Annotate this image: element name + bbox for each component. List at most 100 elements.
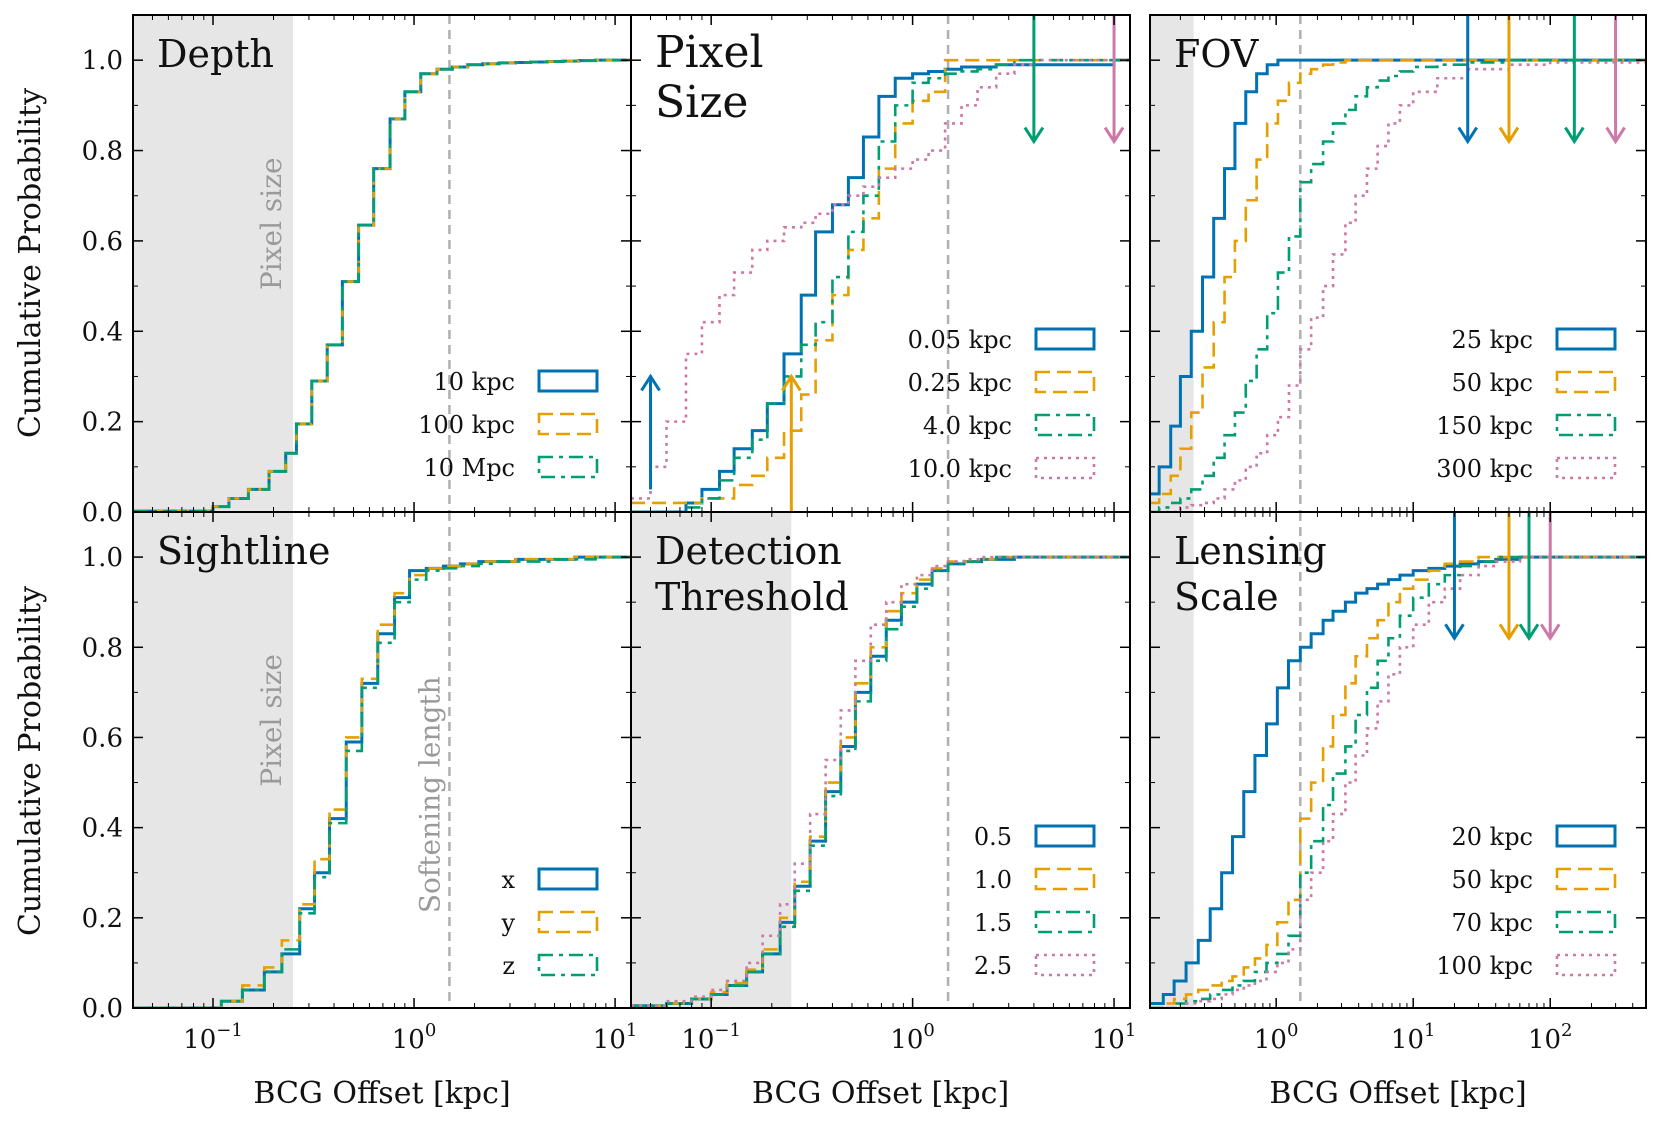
plot-area: [1150, 15, 1646, 512]
x-tick-base: 10: [1391, 1025, 1424, 1055]
x-tick-label: 101: [1391, 1020, 1436, 1055]
y-tick-label: 0.4: [82, 317, 123, 347]
series-line-green: [1150, 58, 1646, 512]
panel-title: Sightline: [157, 529, 331, 573]
series-line-orange: [1150, 58, 1646, 505]
legend-swatch-green: [1555, 910, 1617, 934]
arrow-head-pink: [1103, 126, 1125, 145]
legend-swatch-pink: [1034, 953, 1096, 977]
legend-label: 50 kpc: [1451, 369, 1533, 397]
x-tick-label: 10−1: [183, 1020, 243, 1055]
legend-label: 50 kpc: [1451, 866, 1533, 894]
y-tick-label: 0.6: [82, 227, 123, 257]
legend-label: x: [501, 866, 515, 894]
x-axis-label: BCG Offset [kpc]: [253, 1076, 510, 1111]
arrow-head-pink: [1539, 623, 1561, 642]
x-tick-label: 102: [1528, 1020, 1573, 1055]
legend-swatch-orange: [1034, 867, 1096, 891]
y-tick-label: 0.8: [82, 633, 123, 663]
panel-title: Scale: [1174, 575, 1279, 619]
x-tick-label: 100: [890, 1020, 935, 1055]
legend-label: 0.25 kpc: [908, 369, 1012, 397]
arrow-head-pink: [1605, 126, 1626, 145]
x-tick-exp: 0: [923, 1020, 934, 1041]
arrow-head-blue: [1444, 623, 1465, 642]
x-tick-exp: 1: [1125, 1020, 1136, 1041]
x-tick-base: 10: [1254, 1025, 1287, 1055]
pixel-size-label: Pixel size: [255, 157, 288, 290]
legend-swatch-pink: [1034, 456, 1096, 480]
legend-label: 0.5: [974, 823, 1012, 851]
legend-label: 100 kpc: [1436, 952, 1533, 980]
legend-label: 1.0: [974, 866, 1012, 894]
panel-frame: [630, 511, 1131, 1009]
y-tick-label: 0.6: [82, 723, 123, 753]
legend-label: 10 kpc: [433, 368, 515, 396]
panel-fov: FOV 25 kpc 50 kpc 150 kpc 300 kpc: [1149, 14, 1647, 513]
x-tick-label: 100: [392, 1020, 437, 1055]
arrow-head-blue: [1457, 126, 1478, 145]
x-tick-label: 101: [1092, 1020, 1137, 1055]
panel-title: Depth: [157, 32, 274, 76]
y-tick-label: 0.4: [82, 814, 123, 844]
x-tick-exp: 1: [1424, 1020, 1435, 1041]
plot-area: [1150, 512, 1646, 1008]
plot-area: [133, 15, 631, 512]
series-line-orange: [631, 58, 1130, 505]
legend-label: 25 kpc: [1451, 326, 1533, 354]
x-tick-label: 100: [1254, 1020, 1299, 1055]
legend-swatch-orange: [1034, 370, 1096, 394]
x-tick-label: 101: [593, 1020, 638, 1055]
legend-label: 300 kpc: [1436, 455, 1533, 483]
legend-swatch-orange: [1555, 867, 1617, 891]
legend-swatch-orange: [537, 412, 599, 436]
panel-sightline: Pixel size Softening length 0.0 0.2 0.4 0.6 0.…: [82, 511, 638, 1111]
series-line-green: [1150, 555, 1646, 1008]
panel-frame: [1149, 14, 1647, 513]
y-axis-label-bottom: Cumulative Probability: [13, 586, 48, 936]
x-tick-exp: 2: [1561, 1020, 1572, 1041]
plot-area: [631, 512, 1130, 1008]
pixel-size-shade: [133, 512, 294, 1008]
legend-label: 0.05 kpc: [908, 326, 1012, 354]
legend-swatch-green: [1034, 910, 1096, 934]
legend-label: 100 kpc: [418, 411, 515, 439]
x-tick-exp: −1: [714, 1020, 741, 1041]
legend-swatch-green: [1555, 413, 1617, 437]
panel-title: Size: [655, 77, 748, 128]
series-line-pink: [1150, 58, 1646, 512]
y-tick-label: 0.0: [82, 994, 123, 1024]
x-axis-label: BCG Offset [kpc]: [1269, 1076, 1526, 1111]
x-tick-base: 10: [183, 1025, 216, 1055]
x-tick-base: 10: [681, 1025, 714, 1055]
x-tick-label: 10−1: [681, 1020, 741, 1055]
legend-swatch-blue: [537, 867, 599, 891]
x-tick-base: 10: [392, 1025, 425, 1055]
series-line-pink: [631, 555, 1130, 1008]
arrow-head-orange: [781, 373, 802, 392]
plot-area: [631, 15, 1130, 512]
series-line-blue: [1150, 555, 1646, 1005]
pixel-size-shade: [133, 15, 294, 512]
panel-title: Lensing: [1174, 529, 1327, 573]
series-line-blue: [1150, 58, 1646, 496]
legend-swatch-blue: [1034, 327, 1096, 351]
legend-swatch-orange: [537, 910, 599, 934]
legend-swatch-green: [537, 953, 599, 977]
y-tick-label: 1.0: [82, 543, 123, 573]
pixel-size-label: Pixel size: [255, 654, 288, 787]
y-tick-label: 0.8: [82, 137, 123, 167]
x-tick-base: 10: [593, 1025, 626, 1055]
legend-swatch-green: [1034, 413, 1096, 437]
legend-label: z: [502, 952, 515, 980]
softening-length-label: Softening length: [413, 676, 446, 913]
legend-label: 150 kpc: [1436, 412, 1533, 440]
x-axis-label: BCG Offset [kpc]: [752, 1076, 1009, 1111]
pixel-size-shade: [631, 512, 792, 1008]
y-tick-label: 0.2: [82, 408, 123, 438]
arrow-head-orange: [1498, 126, 1520, 145]
panel-title: FOV: [1174, 32, 1259, 76]
